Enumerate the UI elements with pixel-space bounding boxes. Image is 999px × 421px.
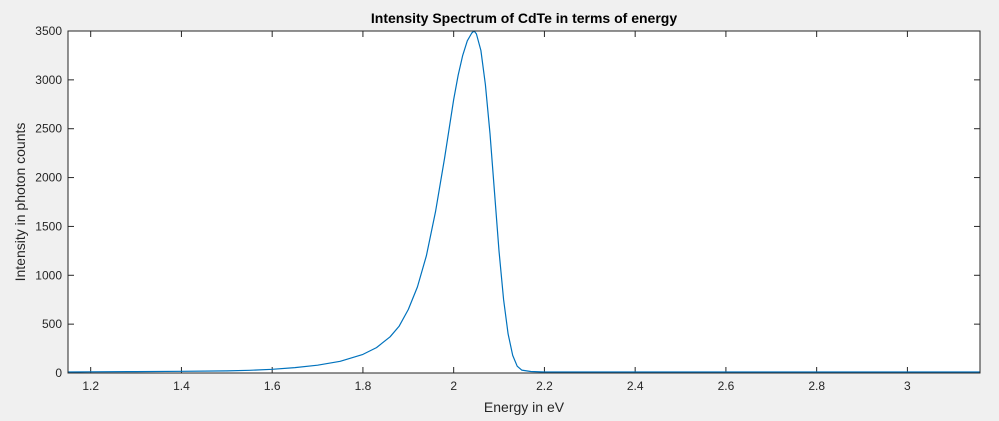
y-tick-label: 2000: [35, 171, 62, 185]
x-axis-label: Energy in eV: [484, 399, 565, 415]
x-tick-label: 1.4: [173, 379, 190, 393]
y-tick-label: 1500: [35, 219, 62, 233]
y-axis-label: Intensity in photon counts: [12, 123, 28, 282]
y-tick-label: 0: [55, 366, 62, 380]
x-tick-label: 2.8: [808, 379, 825, 393]
y-tick-label: 3000: [35, 73, 62, 87]
x-tick-label: 2.2: [536, 379, 553, 393]
x-tick-label: 1.8: [355, 379, 372, 393]
axes-area: [68, 31, 980, 373]
x-tick-label: 2: [450, 379, 457, 393]
x-tick-label: 2.4: [627, 379, 644, 393]
series-layer: [67, 30, 980, 373]
x-tick-label: 2.6: [718, 379, 735, 393]
y-tick-label: 2500: [35, 122, 62, 136]
chart-title: Intensity Spectrum of CdTe in terms of e…: [371, 10, 677, 26]
x-tick-label: 1.6: [264, 379, 281, 393]
x-tick-label: 1.2: [82, 379, 99, 393]
x-tick-label: 3: [904, 379, 911, 393]
axes-box: [67, 30, 981, 374]
ticks-layer: 1.2 1.4 1.6 1.8 2 2.2 2.4 2.6 2.8 3 0 500 1000 1500 20…: [35, 24, 980, 393]
y-tick-label: 1000: [35, 268, 62, 282]
y-tick-label: 3500: [35, 24, 62, 38]
y-tick-label: 500: [42, 317, 62, 331]
series-line: [67, 30, 980, 373]
